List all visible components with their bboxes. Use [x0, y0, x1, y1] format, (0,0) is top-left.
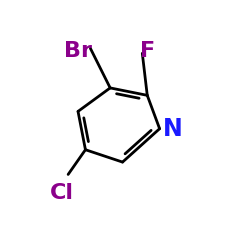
Text: N: N: [163, 117, 183, 141]
Text: Br: Br: [64, 41, 92, 61]
Text: F: F: [140, 41, 155, 61]
Text: Cl: Cl: [50, 183, 74, 203]
